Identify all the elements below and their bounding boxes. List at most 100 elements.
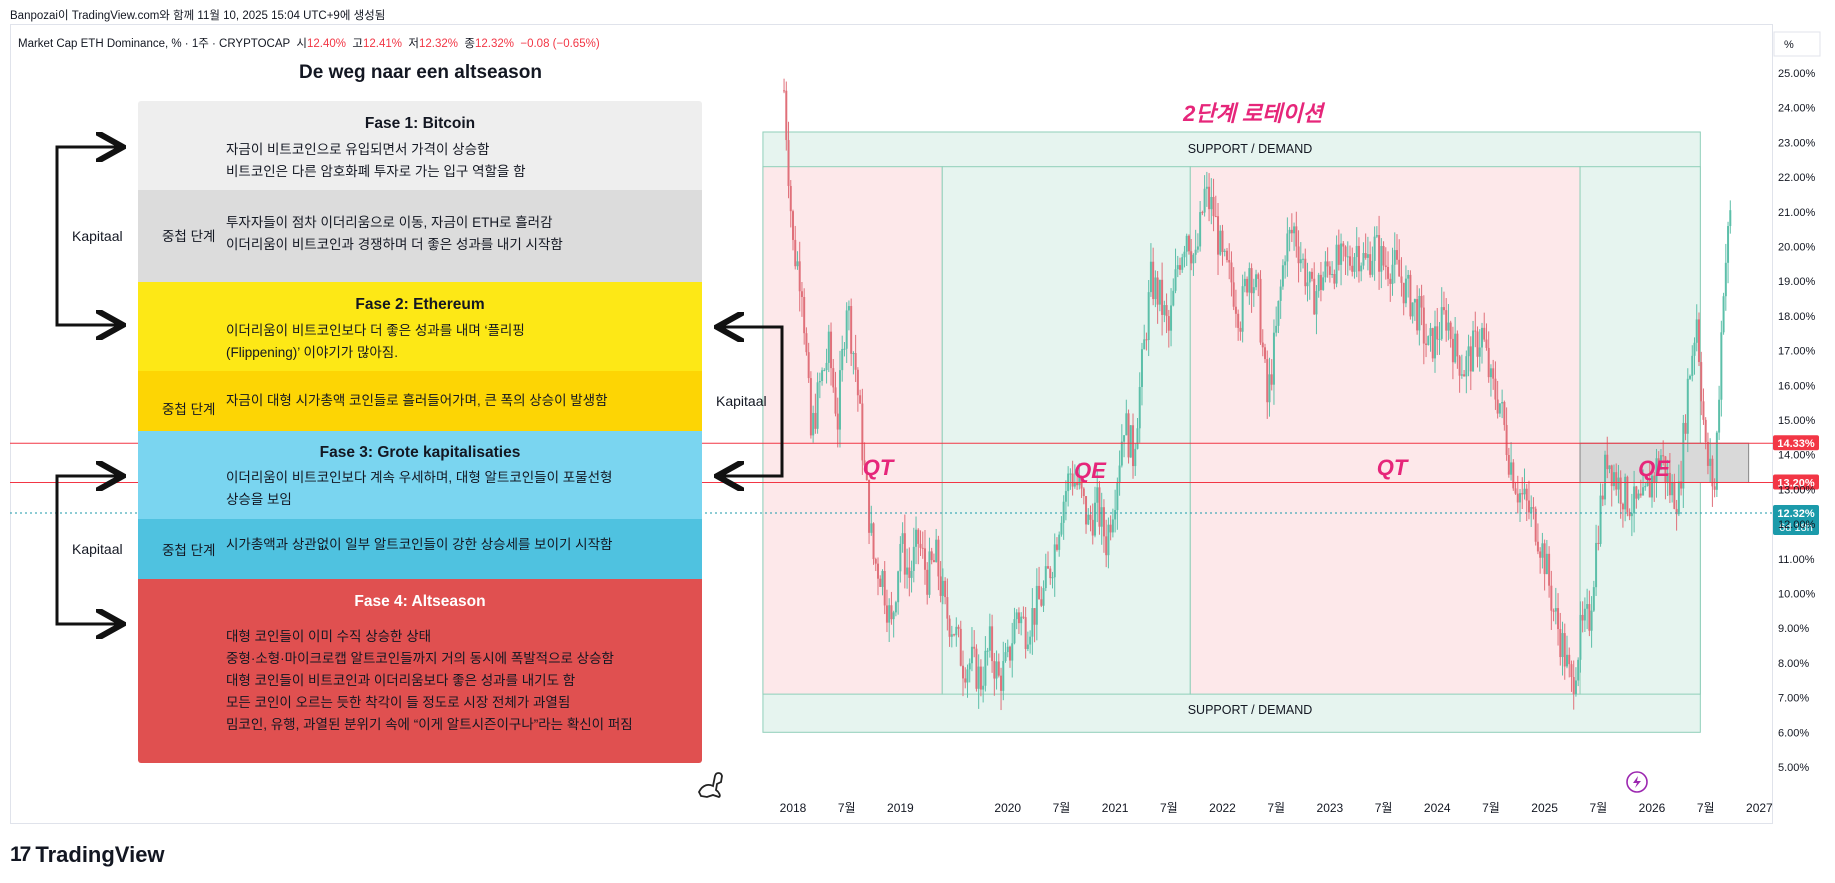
candle-body — [1152, 261, 1155, 300]
candle-body — [1089, 514, 1092, 520]
candle-body — [1494, 378, 1497, 400]
kapitaal-label-3: Kapitaal — [716, 393, 767, 409]
candle-body — [1029, 636, 1032, 645]
phase4-line2: 중형·소형·마이크로캡 알트코인들까지 거의 동시에 폭발적으로 상승함 — [226, 651, 614, 666]
candle-body — [854, 353, 857, 370]
candle-body — [1076, 482, 1079, 486]
phase3-box: Fase 3: Grote kapitalisaties 이더리움이 비트코인보… — [138, 431, 702, 519]
candle-body — [1210, 196, 1213, 210]
candle-body — [1284, 261, 1287, 266]
candle-body — [1702, 401, 1705, 420]
phase2-title: Fase 2: Ethereum — [355, 296, 485, 313]
candle-body — [1454, 333, 1457, 363]
candle-body — [1322, 277, 1325, 290]
candle-body — [1008, 646, 1011, 661]
candle-body — [1666, 472, 1669, 482]
candle-body — [1026, 644, 1029, 650]
candle-body — [1335, 244, 1338, 284]
x-axis[interactable]: 2018 7월 2019 2020 7월 2021 7월 2022 7월 2023 7월 2024 7월… — [780, 801, 1773, 815]
candle-body — [1201, 212, 1204, 214]
candle-body — [1355, 245, 1358, 258]
candle-body — [1648, 481, 1651, 498]
candle-body — [1140, 349, 1143, 387]
candle-body — [1550, 585, 1553, 611]
candle-body — [1478, 347, 1481, 357]
candle-body — [1693, 342, 1696, 356]
candle-body — [937, 539, 940, 577]
candle-body — [1512, 462, 1515, 489]
candle-body — [917, 529, 920, 544]
candle-body — [1123, 435, 1126, 442]
candle-body — [1532, 507, 1535, 509]
candle-body — [1203, 188, 1206, 213]
candle-body — [1286, 233, 1289, 262]
candle-body — [1407, 274, 1410, 279]
candle-body — [1438, 338, 1441, 340]
price-level-label: 13.20% — [1777, 477, 1815, 489]
rotation-title: 2단계 로테이션 — [1182, 101, 1326, 126]
candle-body — [1049, 568, 1052, 579]
candle-body — [1170, 305, 1173, 331]
candle-body — [1344, 246, 1347, 257]
candle-body — [847, 306, 850, 311]
tradingview-logo[interactable]: 17 TradingView — [10, 842, 165, 868]
candle-body — [1657, 458, 1660, 469]
candle-body — [1364, 253, 1367, 258]
candle-body — [1118, 465, 1121, 483]
candle-body — [1208, 186, 1211, 210]
candle-body — [1559, 629, 1562, 658]
high-label: 고 — [352, 38, 363, 50]
candle-body — [935, 539, 938, 562]
candle-body — [816, 382, 819, 429]
candle-body — [1357, 245, 1360, 272]
candle-body — [1480, 327, 1483, 348]
candle-body — [1378, 235, 1381, 272]
high-value: 12.41% — [362, 38, 402, 50]
candle-body — [872, 523, 875, 560]
candle-body — [1035, 585, 1038, 625]
candle-body — [1711, 458, 1714, 487]
y-tick-label: 13.00% — [1778, 484, 1816, 496]
phase4-line1: 대형 코인들이 이미 수직 상승한 상태 — [226, 629, 432, 644]
phase3-title: Fase 3: Grote kapitalisaties — [319, 444, 521, 461]
candle-body — [1673, 482, 1676, 509]
candle-body — [1194, 249, 1197, 255]
candle-body — [1434, 326, 1437, 359]
candle-body — [874, 559, 877, 564]
candle-body — [1447, 322, 1450, 331]
candle-body — [1545, 553, 1548, 575]
candle-body — [894, 602, 897, 613]
overlap2-box: 중첩 단계 자금이 대형 시가총액 코인들로 흘러들어가며, 큰 폭의 상승이 … — [138, 371, 702, 431]
candle-body — [885, 605, 888, 623]
overlap1-box: 중첩 단계 투자자들이 점차 이더리움으로 이동, 자금이 ETH로 흘러감 이… — [138, 190, 702, 282]
candle-body — [1165, 305, 1168, 317]
qt-label-2: QT — [1377, 455, 1409, 480]
candle-body — [863, 460, 866, 466]
y-axis[interactable]: 25.00% 24.00% 23.00% 22.00% 21.00% 20.00% 19.0… — [1773, 31, 1821, 774]
candle-body — [1442, 307, 1445, 311]
candle-body — [1129, 425, 1132, 458]
candle-body — [1552, 610, 1555, 612]
candle-body — [1349, 256, 1352, 266]
symbol-name[interactable]: Market Cap ETH Dominance, % · 1주 · CRYPT… — [18, 38, 290, 50]
candle-body — [962, 665, 965, 679]
overlap2-line1: 자금이 대형 시가총액 코인들로 흘러들어가며, 큰 폭의 상승이 발생함 — [226, 393, 608, 408]
unit-button[interactable] — [1773, 31, 1821, 57]
candle-body — [1469, 346, 1472, 372]
kapitaal-label-1: Kapitaal — [72, 228, 123, 244]
candle-body — [1595, 542, 1598, 588]
chart-pane[interactable] — [10, 24, 1773, 824]
candle-body — [888, 605, 891, 623]
candle-body — [1310, 271, 1313, 279]
candle-body — [1071, 473, 1074, 487]
candle-body — [941, 580, 944, 596]
candle-body — [870, 523, 873, 533]
x-tick-label: 2022 — [1209, 801, 1236, 815]
candle-body — [1483, 327, 1486, 340]
candle-body — [1116, 482, 1119, 511]
y-tick-label: 17.00% — [1778, 346, 1816, 358]
x-tick-label: 7월 — [1375, 801, 1393, 815]
lightning-icon[interactable] — [1626, 771, 1648, 793]
candle-body — [1096, 487, 1099, 503]
